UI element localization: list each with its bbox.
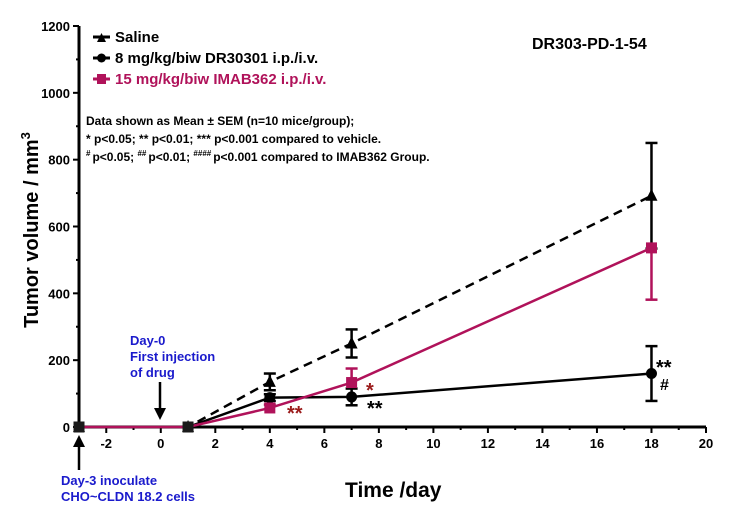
- data-point-square: [182, 421, 194, 433]
- day3-arrow-icon: [73, 435, 85, 470]
- data-point-circle: [645, 368, 657, 380]
- legend-triangle-icon: [97, 33, 106, 42]
- sig-imab-day4: **: [287, 403, 303, 425]
- y-tick-label: 1000: [41, 86, 70, 101]
- day0-label-3: of drug: [130, 365, 175, 380]
- y-tick-label: 600: [48, 220, 70, 235]
- day0-arrow-icon: [154, 382, 166, 420]
- data-point-triangle: [645, 188, 658, 201]
- y-tick-label: 1200: [41, 19, 70, 34]
- legend-imab362: 15 mg/kg/biw IMAB362 i.p./i.v.: [115, 71, 326, 88]
- y-tick-label: 400: [48, 286, 70, 301]
- legend: Saline 8 mg/kg/biw DR30301 i.p./i.v. 15 …: [93, 29, 326, 88]
- x-tick-label: 4: [266, 436, 274, 451]
- sig-dr-day7: **: [367, 398, 383, 420]
- legend-circle-icon: [97, 53, 106, 63]
- day0-label-1: Day-0: [130, 333, 165, 348]
- x-tick-label: 18: [644, 436, 658, 451]
- series-layer: [73, 141, 658, 433]
- y-axis-label-text: Tumor volume / mm: [21, 139, 43, 328]
- data-point-circle: [264, 392, 276, 404]
- legend-square-icon: [97, 74, 106, 84]
- x-tick-label: 20: [699, 436, 713, 451]
- legend-dr30301: 8 mg/kg/biw DR30301 i.p./i.v.: [115, 50, 318, 67]
- day3-label-2: CHO~CLDN 18.2 cells: [61, 489, 195, 504]
- note-vehicle: * p<0.05; ** p<0.01; *** p<0.001 compare…: [86, 132, 381, 146]
- day3-label-1: Day-3 inoculate: [61, 473, 157, 488]
- data-point-circle: [346, 391, 358, 403]
- note-data-shown: Data shown as Mean ± SEM (n=10 mice/grou…: [86, 114, 354, 128]
- data-point-square: [346, 377, 358, 389]
- sig-imab-day7: *: [366, 380, 374, 402]
- x-tick-label: 0: [157, 436, 164, 451]
- data-point-square: [645, 242, 657, 254]
- data-point-square: [73, 421, 85, 433]
- legend-saline: Saline: [115, 29, 159, 46]
- data-point-triangle: [263, 374, 276, 387]
- x-tick-label: 2: [212, 436, 219, 451]
- x-tick-label: 10: [426, 436, 440, 451]
- x-tick-label: 6: [321, 436, 328, 451]
- x-tick-label: 8: [375, 436, 382, 451]
- chart-title: DR303-PD-1-54: [532, 36, 647, 53]
- y-axis-label-superscript: 3: [18, 132, 33, 139]
- y-tick-label: 800: [48, 153, 70, 168]
- x-axis-label: Time /day: [345, 479, 442, 502]
- data-point-square: [264, 402, 276, 414]
- sig-dr-day18: **: [656, 357, 672, 379]
- note-imab: # p<0.05; ## p<0.01; #### p<0.001 compared …: [86, 149, 430, 164]
- x-tick-label: 14: [535, 436, 550, 451]
- x-tick-label: 12: [481, 436, 495, 451]
- series-square: [73, 242, 658, 433]
- x-tick-label: 16: [590, 436, 604, 451]
- y-tick-label: 200: [48, 353, 70, 368]
- data-point-triangle: [345, 336, 358, 349]
- y-tick-label: 0: [63, 420, 70, 435]
- day0-label-2: First injection: [130, 349, 215, 364]
- hash-dr-day18: #: [660, 377, 669, 394]
- y-axis-label: Tumor volume / mm3: [18, 132, 43, 328]
- x-tick-label: -2: [100, 436, 112, 451]
